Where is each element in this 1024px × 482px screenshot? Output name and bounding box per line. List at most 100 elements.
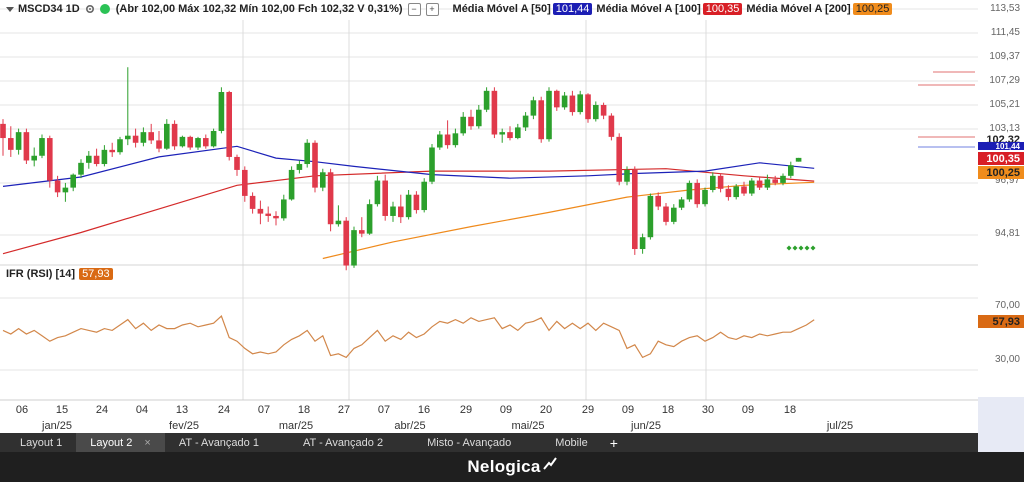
ma200-price-badge: 100,25: [978, 166, 1024, 179]
candle-body: [390, 206, 396, 216]
tab-mobile[interactable]: Mobile: [541, 433, 601, 452]
signal-marker: [792, 245, 798, 251]
chart-header: MSCD34 1D (Abr 102,00 Máx 102,32 Mín 102…: [0, 0, 980, 18]
candle-body: [351, 230, 357, 266]
rsi-panel: [2, 314, 815, 359]
candle-body: [647, 195, 654, 238]
tab-label: AT - Avançado 1: [178, 436, 259, 449]
candle-body: [242, 169, 248, 196]
add-study-button[interactable]: +: [425, 2, 439, 16]
brand-logo-icon: [542, 457, 557, 470]
candle-body: [538, 100, 544, 140]
tab-misto-avancado[interactable]: Misto - Avançado: [413, 433, 525, 452]
ma50-label[interactable]: Média Móvel A [50]: [452, 3, 551, 15]
x-axis-day-label: 04: [135, 404, 149, 416]
decrease-studies-button[interactable]: −: [407, 2, 421, 16]
price-chart[interactable]: [0, 0, 1024, 433]
candle-body: [343, 220, 349, 266]
candle-body: [382, 180, 388, 216]
candle-body: [593, 104, 599, 120]
candle-body: [530, 100, 537, 116]
candle-body: [733, 186, 739, 198]
candle-body: [234, 156, 240, 170]
price-axis-label: 96,97: [994, 175, 1020, 186]
candle-body: [468, 116, 474, 127]
candle-body: [460, 116, 466, 134]
symbol-label[interactable]: MSCD34 1D: [18, 3, 80, 15]
collapse-icon[interactable]: [5, 4, 15, 14]
candle-body: [210, 130, 217, 147]
layout-tab-bar: Layout 1 Layout 2 × AT - Avançado 1 AT -…: [0, 433, 978, 452]
candle-body: [725, 188, 732, 198]
candle-body: [491, 90, 498, 135]
candle-body: [561, 95, 568, 108]
ma200-line: [322, 181, 815, 260]
close-icon[interactable]: ×: [144, 436, 151, 449]
x-axis-day-label: 24: [95, 404, 109, 416]
signal-marker: [798, 245, 804, 251]
candle-body: [203, 138, 209, 147]
candle-body: [187, 136, 193, 148]
tab-at-avancado-2[interactable]: AT - Avançado 2: [289, 433, 397, 452]
candle-body: [702, 189, 708, 205]
price-axis-label: 103,13: [989, 123, 1020, 134]
candle-body: [156, 140, 162, 149]
candle-body: [78, 162, 84, 175]
ma50-price-badge: 101,44: [978, 142, 1024, 150]
rsi-level-label: 70,00: [994, 300, 1020, 311]
candle-body: [304, 142, 310, 165]
candle-body: [62, 187, 69, 193]
candle-body: [686, 182, 693, 200]
candle-body: [678, 199, 685, 208]
candle-body: [616, 136, 622, 182]
rsi-label[interactable]: IFR (RSI) [14]: [6, 268, 76, 280]
x-axis-day-label: 09: [499, 404, 513, 416]
candle-body: [265, 213, 271, 216]
price-axis-label: 105,21: [989, 99, 1020, 110]
candle-body: [320, 172, 326, 188]
settings-icon[interactable]: [85, 4, 95, 14]
tab-at-avancado-1[interactable]: AT - Avançado 1: [165, 433, 273, 452]
x-axis-day-label: 07: [377, 404, 391, 416]
tab-layout-1[interactable]: Layout 1: [0, 433, 76, 452]
candle-body: [600, 104, 607, 116]
candle-body: [288, 169, 295, 200]
tab-layout-2[interactable]: Layout 2 ×: [76, 433, 165, 452]
x-axis-day-label: 18: [661, 404, 675, 416]
price-axis-label: 109,37: [989, 51, 1020, 62]
candle-body: [507, 132, 513, 139]
price-axis-label: 94,81: [994, 228, 1020, 239]
x-axis-month-label: mar/25: [278, 420, 314, 432]
candle-body: [780, 175, 786, 183]
candle-body: [452, 133, 459, 146]
axis-corner-box: [978, 397, 1024, 452]
x-axis-day-label: 06: [15, 404, 29, 416]
candle-body: [764, 179, 771, 188]
x-axis-day-label: 07: [257, 404, 271, 416]
candle-body: [772, 179, 778, 183]
candle-body: [374, 180, 381, 205]
candle-body: [281, 199, 287, 219]
price-axis-label: 107,29: [989, 75, 1020, 86]
candle-body: [164, 123, 170, 149]
ohlc-readout: (Abr 102,00 Máx 102,32 Mín 102,00 Fch 10…: [115, 3, 403, 15]
candle-body: [31, 155, 37, 161]
candle-body: [327, 172, 334, 225]
visibility-icon[interactable]: [99, 4, 110, 14]
candle-body: [749, 180, 755, 194]
candle-body: [671, 207, 677, 222]
candle-body: [249, 195, 256, 209]
x-axis-day-label: 30: [701, 404, 715, 416]
plot-background: [0, 0, 978, 400]
tab-label: Mobile: [555, 436, 588, 449]
candle-body: [608, 115, 615, 137]
add-tab-button[interactable]: +: [609, 434, 618, 451]
candle-body: [437, 134, 443, 148]
brand-logo-text: Nelogica: [467, 457, 541, 476]
candle-body: [93, 155, 100, 165]
ma100-label[interactable]: Média Móvel A [100]: [596, 3, 701, 15]
moving-average-lines: [2, 145, 815, 260]
ma200-label[interactable]: Média Móvel A [200]: [746, 3, 851, 15]
rsi-level-label: 30,00: [994, 354, 1020, 365]
chart-decorations: [786, 71, 975, 251]
